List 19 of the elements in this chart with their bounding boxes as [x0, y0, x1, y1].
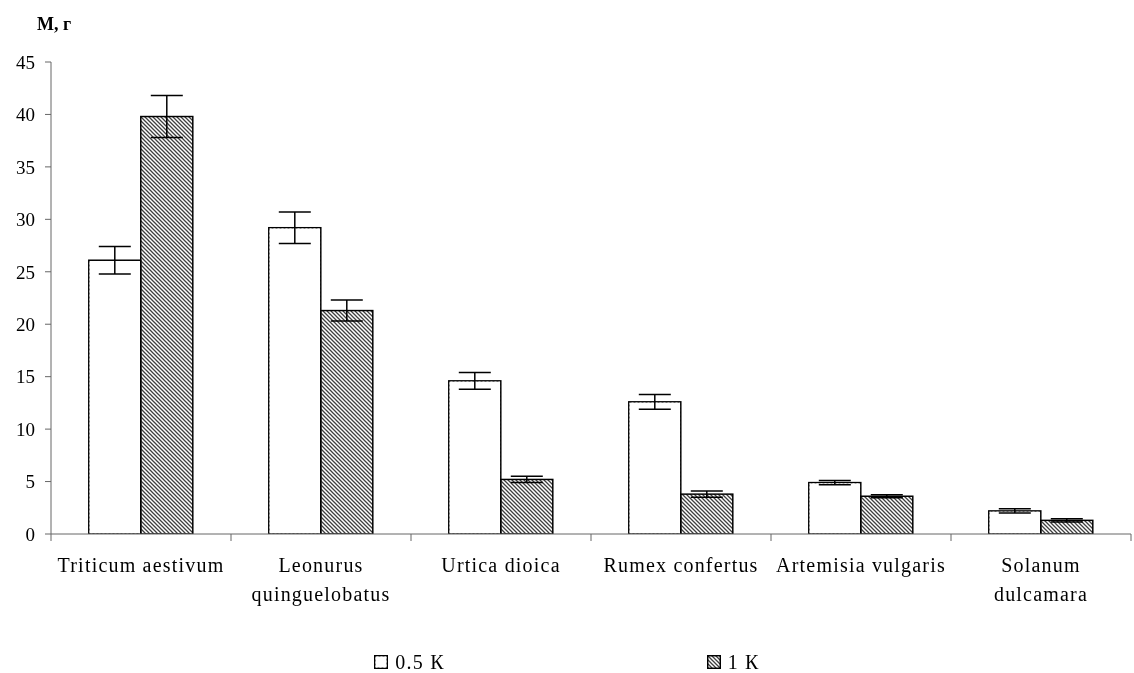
y-tick-label: 40: [16, 104, 35, 126]
legend-label: 1 К: [727, 651, 760, 673]
y-tick-label: 35: [16, 156, 35, 178]
y-tick-label: 5: [25, 471, 35, 493]
y-tick-label: 0: [25, 523, 35, 545]
y-tick-label: 30: [16, 209, 35, 231]
x-tick-label: Leonurus quinguelobatus: [251, 554, 391, 606]
x-tick-label: Rumex confertus: [603, 554, 759, 576]
x-tick-label: Artemisia vulgaris: [776, 554, 946, 577]
y-tick-label: 10: [16, 418, 35, 440]
y-tick-label: 20: [16, 313, 35, 335]
y-axis-title: М, г: [37, 14, 72, 34]
x-tick-label: Solanum dulcamara: [993, 554, 1089, 605]
y-tick-label: 45: [16, 51, 35, 73]
y-tick-label: 15: [16, 366, 35, 388]
x-tick-label: Urtica dioica: [441, 554, 561, 576]
x-tick-label: Triticum aestivum: [57, 554, 225, 576]
legend-label: 0.5 К: [395, 651, 445, 673]
y-tick-label: 25: [16, 261, 35, 283]
